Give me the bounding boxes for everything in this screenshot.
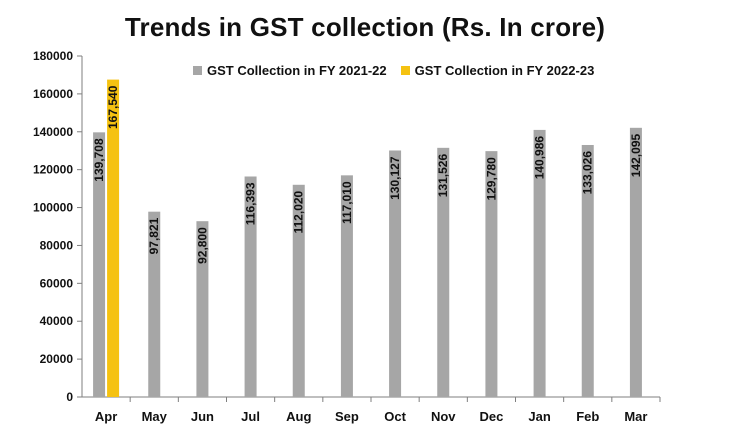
legend-item-fy2021-22: GST Collection in FY 2021-22: [193, 63, 387, 78]
legend-swatch-fy2022-23: [400, 65, 410, 75]
bar-sep-series-0: [340, 175, 353, 397]
x-tick-label-jun: Jun: [191, 409, 214, 424]
legend-swatch-fy2021-22: [193, 65, 202, 75]
bar-apr-series-0: [93, 132, 106, 398]
data-label-may-series-0: 97,821: [147, 217, 161, 254]
bar-feb-series-0: [581, 144, 594, 397]
data-label-feb-series-0: 133,026: [581, 151, 595, 195]
data-label-apr-series-1: 167,540: [106, 85, 120, 129]
x-tick-label-dec: Dec: [479, 409, 503, 424]
x-tick-label-apr: Apr: [95, 409, 117, 424]
y-tick-label: 160000: [33, 87, 73, 101]
bar-oct-series-0: [389, 150, 402, 397]
y-tick-label: 0: [66, 390, 73, 404]
y-tick-label: 140000: [33, 125, 73, 139]
data-label-oct-series-0: 130,127: [388, 156, 402, 200]
x-tick-label-jul: Jul: [241, 409, 260, 424]
y-tick-label: 20000: [40, 352, 74, 366]
data-label-jun-series-0: 92,800: [195, 227, 209, 264]
bar-nov-series-0: [437, 147, 450, 397]
data-label-nov-series-0: 131,526: [436, 154, 450, 198]
data-label-aug-series-0: 112,020: [292, 190, 306, 233]
bar-aug-series-0: [292, 184, 305, 397]
y-tick-label: 60000: [40, 276, 74, 290]
legend-label-fy2021-22: GST Collection in FY 2021-22: [207, 62, 387, 78]
bar-mar-series-0: [629, 127, 642, 398]
x-tick-label-oct: Oct: [384, 409, 406, 424]
x-tick-label-may: May: [142, 409, 168, 424]
legend-item-fy2022-23: GST Collection in FY 2022-23: [400, 62, 595, 78]
y-tick-label: 120000: [33, 163, 73, 177]
data-label-dec-series-0: 129,780: [484, 157, 498, 201]
bar-apr-series-1: [107, 79, 120, 398]
bar-jul-series-0: [244, 176, 257, 397]
x-tick-label-feb: Feb: [576, 409, 599, 424]
bar-jun-series-0: [196, 221, 209, 397]
x-tick-label-aug: Aug: [286, 409, 311, 424]
chart-legend: GST Collection in FY 2021-22 GST Collect…: [193, 60, 608, 80]
y-tick-label: 40000: [40, 314, 74, 328]
y-tick-label: 80000: [40, 238, 74, 252]
chart-title: Trends in GST collection (Rs. In crore): [124, 12, 606, 42]
data-label-sep-series-0: 117,010: [340, 181, 354, 224]
x-tick-label-nov: Nov: [431, 409, 456, 424]
data-label-mar-series-0: 142,095: [629, 133, 643, 177]
x-tick-label-jan: Jan: [528, 409, 550, 424]
data-label-jul-series-0: 116,393: [244, 182, 258, 225]
data-label-jan-series-0: 140,986: [533, 136, 547, 180]
bar-may-series-0: [148, 211, 161, 397]
y-tick-label: 100000: [33, 201, 73, 215]
bar-dec-series-0: [485, 151, 498, 397]
data-label-apr-series-0: 139,708: [92, 138, 106, 182]
x-tick-label-mar: Mar: [624, 409, 647, 424]
x-tick-label-sep: Sep: [335, 409, 359, 424]
bar-jan-series-0: [533, 129, 546, 397]
legend-label-fy2022-23: GST Collection in FY 2022-23: [414, 62, 595, 78]
y-tick-label: 180000: [33, 49, 73, 63]
